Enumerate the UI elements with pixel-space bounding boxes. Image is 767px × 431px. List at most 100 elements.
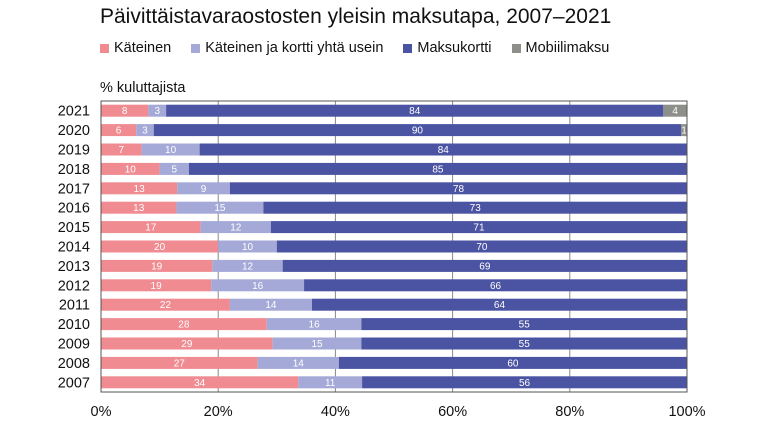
data-label: 14 [293, 358, 305, 369]
data-label: 28 [178, 320, 190, 331]
bar-segment [136, 124, 154, 137]
data-label: 84 [409, 106, 421, 117]
legend-label: Käteinen ja kortti yhtä usein [205, 40, 384, 56]
bar-segment [276, 240, 687, 253]
bar-segment [101, 337, 273, 350]
bar-segment [272, 337, 362, 350]
bar-segment [298, 376, 363, 389]
data-label: 9 [201, 184, 207, 195]
bar-segment [200, 221, 271, 234]
data-label: 3 [154, 106, 160, 117]
bar-segment [270, 221, 687, 234]
data-label: 16 [309, 320, 321, 331]
legend-swatch [191, 43, 201, 53]
x-tick-label: 20% [204, 404, 233, 420]
bar-segment [338, 356, 687, 369]
bar-segment [101, 356, 258, 369]
data-label: 5 [171, 164, 177, 175]
bar-segment [211, 279, 305, 292]
data-label: 19 [151, 281, 163, 292]
bar-segment [101, 143, 142, 156]
legend: Käteinen Käteinen ja kortti yhtä usein Mak… [100, 40, 609, 56]
legend-item: Maksukortti [403, 40, 492, 56]
data-label: 11 [325, 378, 336, 389]
bar-segment [101, 124, 137, 137]
bar-segment [101, 376, 299, 389]
data-label: 64 [494, 300, 506, 311]
bar-segment [304, 279, 687, 292]
y-tick-label: 2010 [58, 317, 90, 333]
data-label: 78 [453, 184, 465, 195]
data-label: 22 [160, 300, 172, 311]
y-tick-label: 2012 [58, 278, 90, 294]
y-tick-label: 2013 [58, 259, 90, 275]
legend-label: Maksukortti [417, 40, 492, 56]
y-tick-label: 2021 [58, 104, 90, 120]
data-label: 13 [134, 184, 146, 195]
y-tick-label: 2015 [58, 220, 90, 236]
data-label: 55 [519, 320, 531, 331]
legend-swatch [100, 43, 109, 53]
bar-segment [101, 221, 201, 234]
chart-title: Päivittäistavaraostosten yleisin maksuta… [100, 5, 612, 28]
bar-segment [362, 376, 687, 389]
y-tick-label: 2019 [58, 143, 90, 159]
legend-label: Mobiilimaksu [525, 40, 610, 56]
data-label: 4 [672, 106, 678, 117]
legend-item: Mobiilimaksu [511, 40, 610, 56]
data-label: 3 [142, 126, 148, 137]
bar-segment [159, 162, 189, 175]
bar-segment [153, 124, 682, 137]
legend-swatch [403, 43, 413, 53]
data-label: 55 [519, 339, 531, 350]
legend-swatch [511, 43, 521, 53]
x-tick-label: 60% [438, 404, 467, 420]
y-tick-label: 2011 [59, 298, 90, 314]
x-tick-label: 0% [91, 404, 112, 420]
bar-segment [212, 259, 283, 272]
data-label: 14 [265, 300, 277, 311]
data-label: 7 [119, 145, 125, 156]
bar-segment [229, 182, 688, 195]
bar-segment [218, 240, 277, 253]
data-label: 15 [311, 339, 323, 350]
y-tick-label: 2014 [58, 240, 90, 256]
y-tick-label: 2007 [58, 375, 90, 391]
bar-segment [141, 143, 200, 156]
bar-segment [166, 104, 664, 117]
data-label: 6 [116, 126, 122, 137]
data-label: 17 [145, 223, 157, 234]
data-label: 90 [412, 126, 424, 137]
data-label: 73 [470, 203, 482, 214]
bar-segment [266, 318, 362, 331]
bar-segment [663, 104, 687, 117]
data-label: 27 [174, 358, 186, 369]
data-label: 19 [151, 261, 163, 272]
data-label: 20 [154, 242, 166, 253]
legend-item: Käteinen [100, 40, 171, 56]
data-label: 10 [242, 242, 254, 253]
bar-segment [282, 259, 687, 272]
bar-segment [101, 104, 149, 117]
data-label: 34 [194, 378, 206, 389]
data-label: 60 [507, 358, 519, 369]
bar-segment [101, 279, 212, 292]
data-label: 13 [133, 203, 145, 214]
y-tick-label: 2008 [58, 356, 90, 372]
plot-frame [100, 100, 688, 393]
data-label: 71 [473, 223, 485, 234]
y-tick-label: 2016 [58, 201, 90, 217]
bar-segment [229, 298, 312, 311]
data-label: 70 [476, 242, 488, 253]
bar-segment [101, 162, 160, 175]
data-label: 12 [242, 261, 254, 272]
data-label: 10 [125, 164, 137, 175]
data-label: 29 [181, 339, 193, 350]
bar-segment [361, 337, 687, 350]
data-label: 69 [479, 261, 491, 272]
bar-segment [188, 162, 687, 175]
data-label: 15 [214, 203, 226, 214]
data-label: 85 [432, 164, 444, 175]
y-tick-label: 2017 [58, 181, 90, 197]
